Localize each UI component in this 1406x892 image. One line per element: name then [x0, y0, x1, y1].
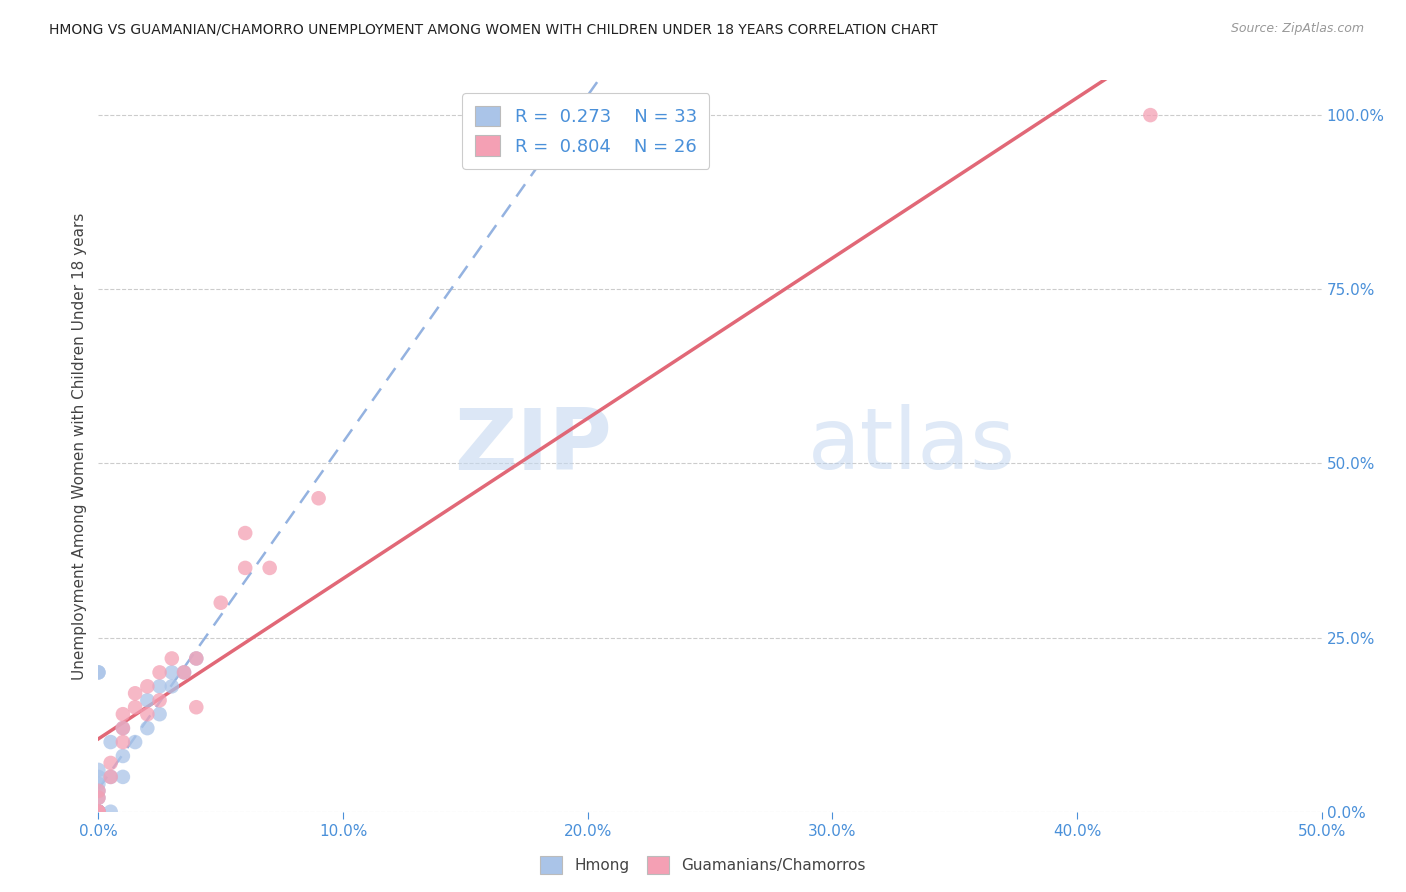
Point — [87, 805, 110, 819]
Y-axis label: Unemployment Among Women with Children Under 18 years: Unemployment Among Women with Children U… — [72, 212, 87, 680]
Point — [87, 763, 110, 777]
Point — [233, 561, 256, 575]
Point — [87, 805, 110, 819]
Point — [111, 707, 134, 722]
Point — [87, 665, 110, 680]
Point — [111, 721, 134, 735]
Legend: R =  0.273    N = 33, R =  0.804    N = 26: R = 0.273 N = 33, R = 0.804 N = 26 — [463, 93, 710, 169]
Point — [124, 700, 146, 714]
Point — [87, 790, 110, 805]
Point — [136, 721, 159, 735]
Point — [87, 805, 110, 819]
Point — [160, 651, 183, 665]
Text: atlas: atlas — [808, 404, 1017, 488]
Point — [209, 596, 232, 610]
Text: ZIP: ZIP — [454, 404, 612, 488]
Point — [100, 756, 122, 770]
Text: Source: ZipAtlas.com: Source: ZipAtlas.com — [1230, 22, 1364, 36]
Point — [87, 805, 110, 819]
Point — [233, 526, 256, 541]
Point — [173, 665, 195, 680]
Text: HMONG VS GUAMANIAN/CHAMORRO UNEMPLOYMENT AMONG WOMEN WITH CHILDREN UNDER 18 YEAR: HMONG VS GUAMANIAN/CHAMORRO UNEMPLOYMENT… — [49, 22, 938, 37]
Point — [87, 805, 110, 819]
Point — [1139, 108, 1161, 122]
Point — [100, 770, 122, 784]
Point — [308, 491, 330, 506]
Point — [149, 665, 172, 680]
Point — [111, 749, 134, 764]
Point — [173, 665, 195, 680]
Point — [87, 665, 110, 680]
Point — [87, 784, 110, 798]
Point — [136, 693, 159, 707]
Point — [149, 693, 172, 707]
Point — [136, 679, 159, 693]
Point — [87, 784, 110, 798]
Point — [100, 735, 122, 749]
Legend: Hmong, Guamanians/Chamorros: Hmong, Guamanians/Chamorros — [534, 850, 872, 880]
Point — [186, 651, 208, 665]
Point — [87, 805, 110, 819]
Point — [124, 686, 146, 700]
Point — [186, 700, 208, 714]
Point — [87, 770, 110, 784]
Point — [100, 770, 122, 784]
Point — [87, 805, 110, 819]
Point — [111, 770, 134, 784]
Point — [87, 777, 110, 791]
Point — [111, 735, 134, 749]
Point — [87, 805, 110, 819]
Point — [149, 679, 172, 693]
Point — [149, 707, 172, 722]
Point — [160, 679, 183, 693]
Point — [87, 805, 110, 819]
Point — [87, 805, 110, 819]
Point — [111, 721, 134, 735]
Point — [100, 805, 122, 819]
Point — [259, 561, 281, 575]
Point — [87, 805, 110, 819]
Point — [87, 790, 110, 805]
Point — [87, 805, 110, 819]
Point — [186, 651, 208, 665]
Point — [124, 735, 146, 749]
Point — [87, 805, 110, 819]
Point — [87, 805, 110, 819]
Point — [160, 665, 183, 680]
Point — [136, 707, 159, 722]
